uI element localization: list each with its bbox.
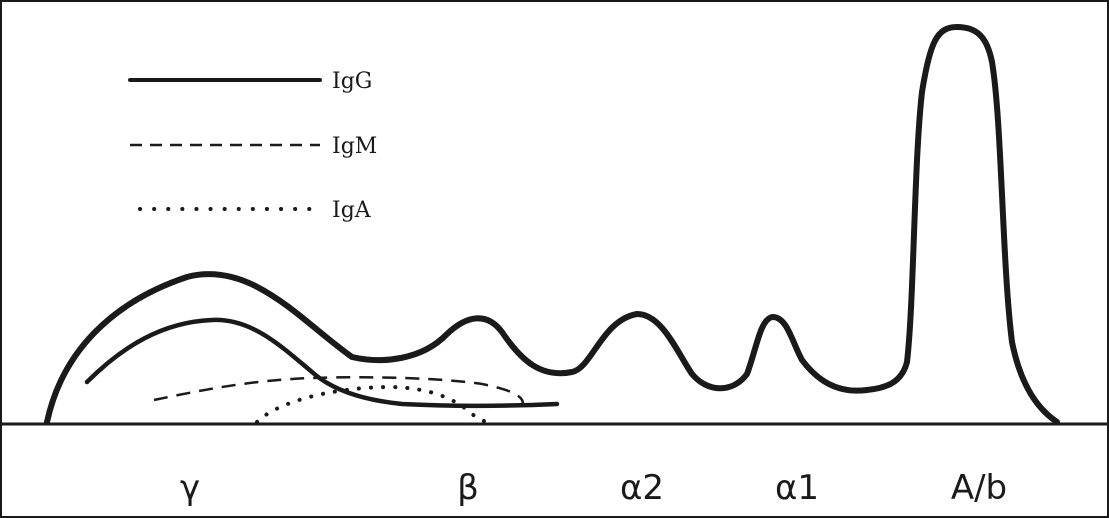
fraction-label-alpha1: α1 <box>775 468 819 508</box>
fraction-label-gamma: γ <box>180 468 200 508</box>
total-protein-curve <box>44 24 1060 425</box>
legend-label-igg: IgG <box>332 69 372 94</box>
fraction-label-alpha2: α2 <box>620 468 664 508</box>
fraction-label-albumin: A/b <box>951 468 1007 508</box>
fraction-label-beta: β <box>457 468 479 508</box>
iga-curve <box>255 384 492 426</box>
fraction-labels: γ β α2 α1 A/b <box>180 468 1007 508</box>
legend-label-igm: IgM <box>332 134 377 159</box>
igm-curve <box>153 376 525 408</box>
legend-label-iga: IgA <box>332 198 372 223</box>
legend: IgG IgM IgA <box>128 69 377 223</box>
